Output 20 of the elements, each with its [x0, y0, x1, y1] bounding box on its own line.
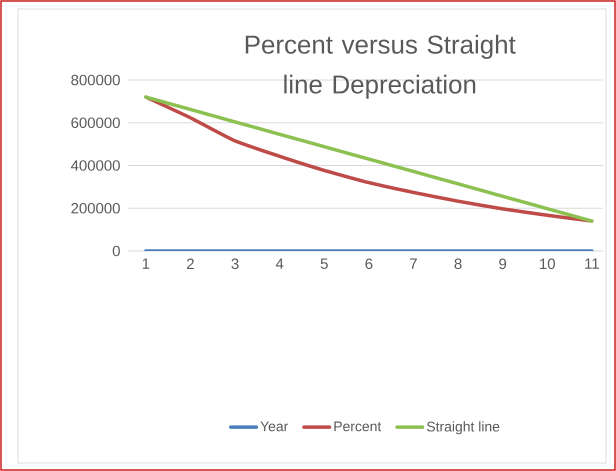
legend-label: Year — [260, 422, 288, 432]
legend-label: Straight line — [426, 421, 500, 434]
y-tick-label: 600000 — [71, 117, 120, 128]
x-tick-label: 5 — [320, 258, 328, 269]
y-tick-label: 800000 — [71, 74, 120, 86]
x-tick-label: 9 — [499, 258, 506, 270]
x-tick-label: 1 — [142, 258, 150, 269]
y-tick-label: 400000 — [70, 160, 120, 171]
y-tick-label: 0 — [112, 246, 120, 256]
x-tick-label: 3 — [231, 258, 239, 270]
x-tick-label: 2 — [187, 258, 194, 269]
x-tick-label: 7 — [410, 258, 417, 269]
x-tick-label: 6 — [365, 258, 372, 270]
legend-label: Percent — [334, 422, 382, 432]
y-tick-label: 200000 — [71, 202, 120, 214]
x-tick-label: 10 — [540, 258, 555, 270]
x-tick-label: 8 — [454, 258, 462, 270]
x-tick-label: 4 — [276, 258, 284, 269]
chart-title: Percent versus Straight line Depreciation — [246, 34, 516, 99]
x-tick-label: 11 — [585, 258, 599, 269]
